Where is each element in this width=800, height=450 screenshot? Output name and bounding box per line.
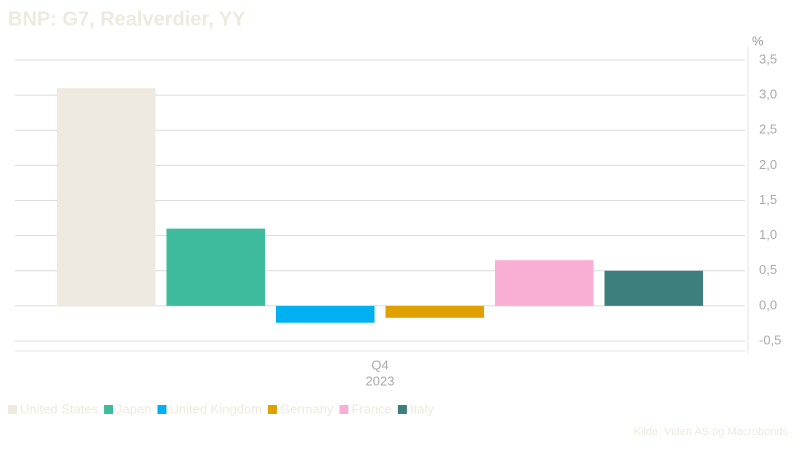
bar	[604, 270, 704, 306]
y-tick-label: 2,0	[759, 157, 777, 172]
bar	[275, 305, 375, 323]
x-tick-label: Q4	[371, 357, 388, 372]
legend-label: Italy	[410, 401, 434, 416]
bar	[494, 260, 594, 306]
legend-swatch	[8, 405, 17, 414]
bar	[385, 305, 485, 318]
y-tick-label: 2,5	[759, 122, 777, 137]
y-tick-label: 1,5	[759, 192, 777, 207]
legend-swatch	[267, 405, 277, 414]
legend-label: United States	[20, 401, 99, 416]
y-unit: %	[752, 33, 764, 48]
y-tick-label: 3,0	[759, 87, 777, 102]
y-tick-label: 0,0	[759, 297, 777, 312]
y-tick-label: 3,5	[759, 51, 777, 66]
legend-swatch	[157, 405, 167, 414]
legend-swatch	[339, 405, 349, 414]
y-tick-label: 0,5	[759, 262, 777, 277]
y-tick-label: 1,0	[759, 227, 777, 242]
chart-title: BNP: G7, Realverdier, YY	[8, 8, 246, 30]
legend-label: Germany	[280, 401, 334, 416]
legend-swatch	[397, 405, 407, 414]
legend-label: France	[351, 401, 391, 416]
x-tick-label: 2023	[366, 373, 395, 388]
source: Kilde: Viden AS og Macrobonds	[633, 426, 788, 438]
legend-label: Japan	[116, 401, 151, 416]
legend-label: United Kingdom	[169, 401, 262, 416]
legend-swatch	[104, 405, 114, 414]
y-tick-label: -0,5	[759, 332, 781, 347]
bar	[166, 228, 266, 306]
bar	[56, 88, 156, 306]
